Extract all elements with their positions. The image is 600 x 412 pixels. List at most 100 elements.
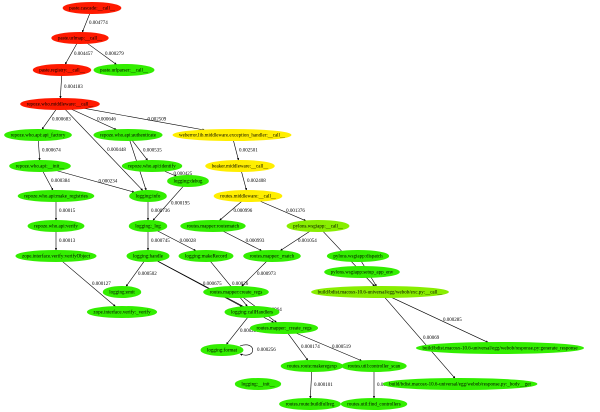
- edge-label: 0.000683: [52, 118, 71, 123]
- edge: [64, 43, 78, 65]
- node-label: paste.registry:__call__: [39, 68, 85, 73]
- edge: [125, 261, 145, 287]
- edge-label: 0.000279: [105, 52, 124, 57]
- edge-label: 0.00026: [232, 282, 249, 287]
- node-label: build/bdist.macosx-10.6-universal/egg/we…: [389, 382, 531, 387]
- edge-label: 0.000519: [332, 345, 351, 350]
- edge-label: 0.002509: [148, 117, 167, 122]
- node-label: paste.urlmap:__call__: [58, 36, 103, 41]
- edge: [219, 201, 242, 221]
- node-label: repoze.who.middleware:__call__: [27, 102, 94, 107]
- node: [9, 160, 71, 172]
- node-label: routes.mapper:routematch: [187, 224, 240, 229]
- node: [341, 360, 407, 372]
- node: [51, 32, 109, 44]
- edge: [226, 317, 248, 345]
- edge: [163, 170, 178, 177]
- edge: [41, 109, 57, 130]
- edge: [59, 75, 62, 99]
- edge: [64, 109, 144, 191]
- edge-label: 0.000448: [107, 148, 126, 153]
- node: [129, 190, 167, 202]
- node-label: logging:emit: [109, 290, 135, 295]
- node: [324, 266, 400, 278]
- edge: [241, 261, 267, 287]
- node-label: logging:makeRecord: [185, 254, 227, 259]
- edge: [157, 230, 197, 252]
- node: [234, 378, 282, 390]
- node-label: routes.middleware:__call__: [220, 194, 276, 199]
- node-label: logging:debug: [174, 179, 203, 184]
- node: [224, 306, 280, 318]
- node-label: repoze.who.api:make_registries: [24, 194, 88, 199]
- edge: [84, 108, 205, 131]
- edge-label: 0.000285: [443, 318, 462, 323]
- edge-label: 0.000286: [240, 329, 259, 334]
- node: [243, 250, 301, 262]
- node: [27, 220, 85, 232]
- node-label: pylons.wsgiapp:dispatch: [333, 254, 383, 259]
- node: [200, 344, 244, 356]
- node: [382, 378, 538, 390]
- edge-label: 0.000256: [257, 348, 276, 353]
- node: [249, 322, 319, 334]
- edge-label: 0.000973: [257, 272, 276, 277]
- node-label: routes.util:find_controllers: [347, 402, 401, 407]
- edge-label: 0.00069: [423, 336, 440, 341]
- edge: [56, 170, 135, 193]
- edge-label: 0.000745: [151, 239, 170, 244]
- edge: [259, 200, 307, 222]
- node: [205, 160, 275, 172]
- edge-label: 0.000993: [246, 239, 265, 244]
- node-label: pylons.wsgiapp:setup_app_env: [331, 270, 394, 275]
- edge: [131, 140, 149, 161]
- edge-label: 0.000996: [233, 209, 252, 214]
- edge-label: 0.004774: [89, 21, 108, 26]
- edge-label: 0.000234: [99, 180, 118, 185]
- node-label: weberror.lib.middleware.exception_handle…: [179, 133, 285, 138]
- node: [126, 250, 170, 262]
- edge: [391, 297, 489, 343]
- node-label: routes.util:controller_scan: [348, 364, 401, 369]
- node-label: build/bdist.macosx-10.6-universal/egg/we…: [318, 290, 443, 295]
- node-label: logging:handle: [133, 254, 164, 259]
- node: [172, 129, 292, 141]
- edge-label: 0.00028: [180, 239, 197, 244]
- node-label: paste.cascade:__call__: [69, 6, 115, 11]
- node: [121, 160, 183, 172]
- edge-label: 0.000675: [203, 282, 222, 287]
- node: [93, 64, 155, 76]
- node-label: logging:_log: [135, 224, 161, 229]
- node-label: zope.interface.verify:verifyObject: [22, 254, 91, 259]
- node: [15, 250, 97, 262]
- node-label: repoze.who.api:authenticate: [100, 133, 157, 138]
- node: [203, 286, 269, 298]
- edge-label: 0.002501: [239, 149, 258, 154]
- edge: [309, 371, 313, 399]
- node: [415, 342, 585, 354]
- node-label: logging:format: [207, 348, 238, 353]
- node: [286, 220, 350, 232]
- edge-label: 0.004457: [74, 52, 93, 57]
- edge-label: 0.000174: [301, 345, 320, 350]
- node: [340, 398, 408, 410]
- node-label: routes.mapper:create_regs: [210, 290, 263, 295]
- edge: [239, 344, 254, 356]
- edge: [287, 333, 309, 361]
- node-label: routes.mapper:_create_regs: [256, 326, 311, 331]
- node-label: paste.urlparser:__call__: [100, 68, 148, 73]
- node: [213, 190, 283, 202]
- edge-label: 0.001054: [298, 239, 317, 244]
- node-label: repoze.who.api:identify: [128, 164, 176, 169]
- node-label: routes.mapper:_match: [250, 254, 295, 259]
- node: [167, 175, 209, 187]
- edge-label: 0.000384: [51, 179, 70, 184]
- edge-label: 0.000425: [173, 172, 192, 177]
- edge: [42, 171, 54, 191]
- edge: [87, 43, 117, 65]
- edge-label: 0.004183: [64, 85, 83, 90]
- node-label: pylons.wsgiapp:__call__: [293, 224, 343, 229]
- node: [86, 306, 158, 318]
- node-label: logging:callHandlers: [231, 310, 273, 315]
- edge: [152, 186, 184, 221]
